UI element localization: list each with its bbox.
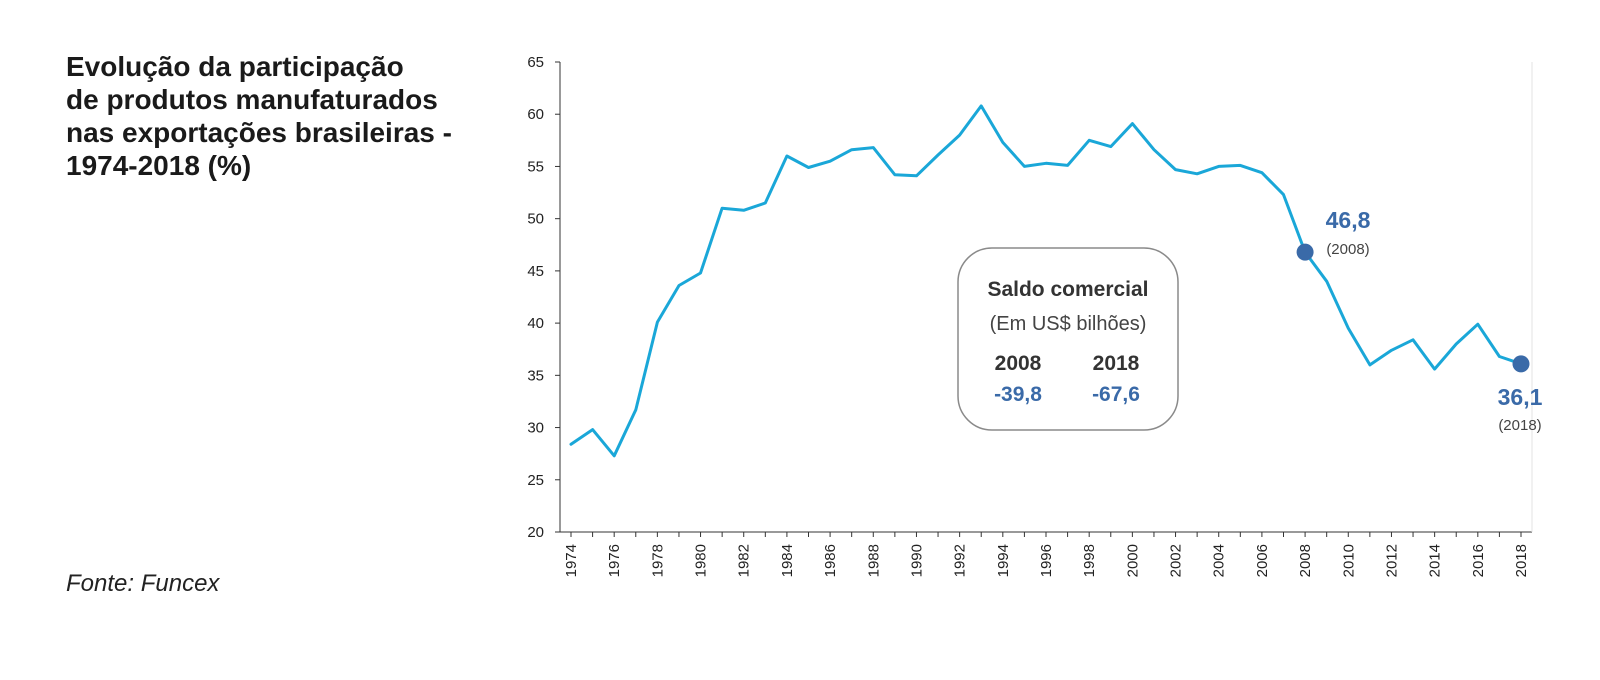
series-line xyxy=(569,104,1523,458)
highlight-callouts: 46,8 (2008) 36,1 (2018) xyxy=(1326,207,1543,434)
x-tick-label: 1988 xyxy=(865,544,882,577)
series-group xyxy=(569,104,1530,458)
x-tick-label: 1990 xyxy=(908,544,925,577)
x-tick-label: 1976 xyxy=(606,544,623,577)
x-tick-label: 2004 xyxy=(1211,544,1228,577)
y-axis-ticks: 20 25 30 35 40 45 50 55 60 65 xyxy=(527,54,560,541)
x-axis-ticks: 1974 1976 1978 1980 1982 1984 1986 1988 1990 1992… xyxy=(563,532,1530,577)
x-tick-label: 2010 xyxy=(1340,544,1357,577)
x-tick-label: 2012 xyxy=(1383,544,1400,577)
y-tick-label: 55 xyxy=(527,158,544,175)
callout-value-2018: 36,1 xyxy=(1498,384,1543,410)
x-tick-label: 2002 xyxy=(1168,544,1185,577)
trade-box-year-2008: 2008 xyxy=(995,352,1042,375)
trade-box-year-2018: 2018 xyxy=(1093,352,1140,375)
x-tick-label: 1986 xyxy=(822,544,839,577)
trade-box-frame xyxy=(957,247,1179,431)
chart-title: Evolução da participação de produtos man… xyxy=(66,50,466,182)
callout-year-2018: (2018) xyxy=(1498,417,1541,434)
x-tick-label: 1998 xyxy=(1081,544,1098,577)
y-tick-label: 40 xyxy=(527,315,544,332)
y-tick-label: 50 xyxy=(527,211,544,228)
x-tick-label: 2014 xyxy=(1427,544,1444,577)
x-tick-label: 1984 xyxy=(779,544,796,577)
y-tick-label: 65 xyxy=(527,54,544,71)
trade-box-value-2018: -67,6 xyxy=(1092,383,1140,406)
y-tick-label: 25 xyxy=(527,472,544,489)
y-tick-label: 45 xyxy=(527,263,544,280)
title-line-2: de produtos manufaturados xyxy=(66,84,438,115)
trade-balance-box: Saldo comercial (Em US$ bilhões) 2008 20… xyxy=(957,247,1179,431)
trade-box-title: Saldo comercial xyxy=(987,278,1148,301)
title-line-1: Evolução da participação xyxy=(66,51,404,82)
x-tick-label: 1994 xyxy=(995,544,1012,577)
y-tick-label: 20 xyxy=(527,524,544,541)
y-tick-label: 35 xyxy=(527,367,544,384)
trade-box-subtitle: (Em US$ bilhões) xyxy=(990,313,1147,335)
y-tick-label: 60 xyxy=(527,106,544,123)
callout-year-2008: (2008) xyxy=(1326,241,1369,258)
x-tick-label: 1982 xyxy=(736,544,753,577)
trade-box-value-2008: -39,8 xyxy=(994,383,1042,406)
x-tick-label: 1978 xyxy=(649,544,666,577)
callout-value-2008: 46,8 xyxy=(1326,207,1371,233)
source-note: Fonte: Funcex xyxy=(66,570,220,597)
highlight-point-2018 xyxy=(1512,355,1530,373)
title-line-4: 1974-2018 (%) xyxy=(66,150,252,181)
y-tick-label: 30 xyxy=(527,420,544,437)
x-tick-label: 2008 xyxy=(1297,544,1314,577)
x-tick-label: 2000 xyxy=(1124,544,1141,577)
x-tick-label: 1992 xyxy=(952,544,969,577)
x-tick-label: 2018 xyxy=(1513,544,1530,577)
highlight-point-2008 xyxy=(1296,243,1314,261)
x-tick-label: 1974 xyxy=(563,544,580,577)
x-tick-label: 1996 xyxy=(1038,544,1055,577)
title-line-3: nas exportações brasileiras - xyxy=(66,117,452,148)
x-tick-label: 2006 xyxy=(1254,544,1271,577)
x-tick-label: 2016 xyxy=(1470,544,1487,577)
x-tick-label: 1980 xyxy=(693,544,710,577)
